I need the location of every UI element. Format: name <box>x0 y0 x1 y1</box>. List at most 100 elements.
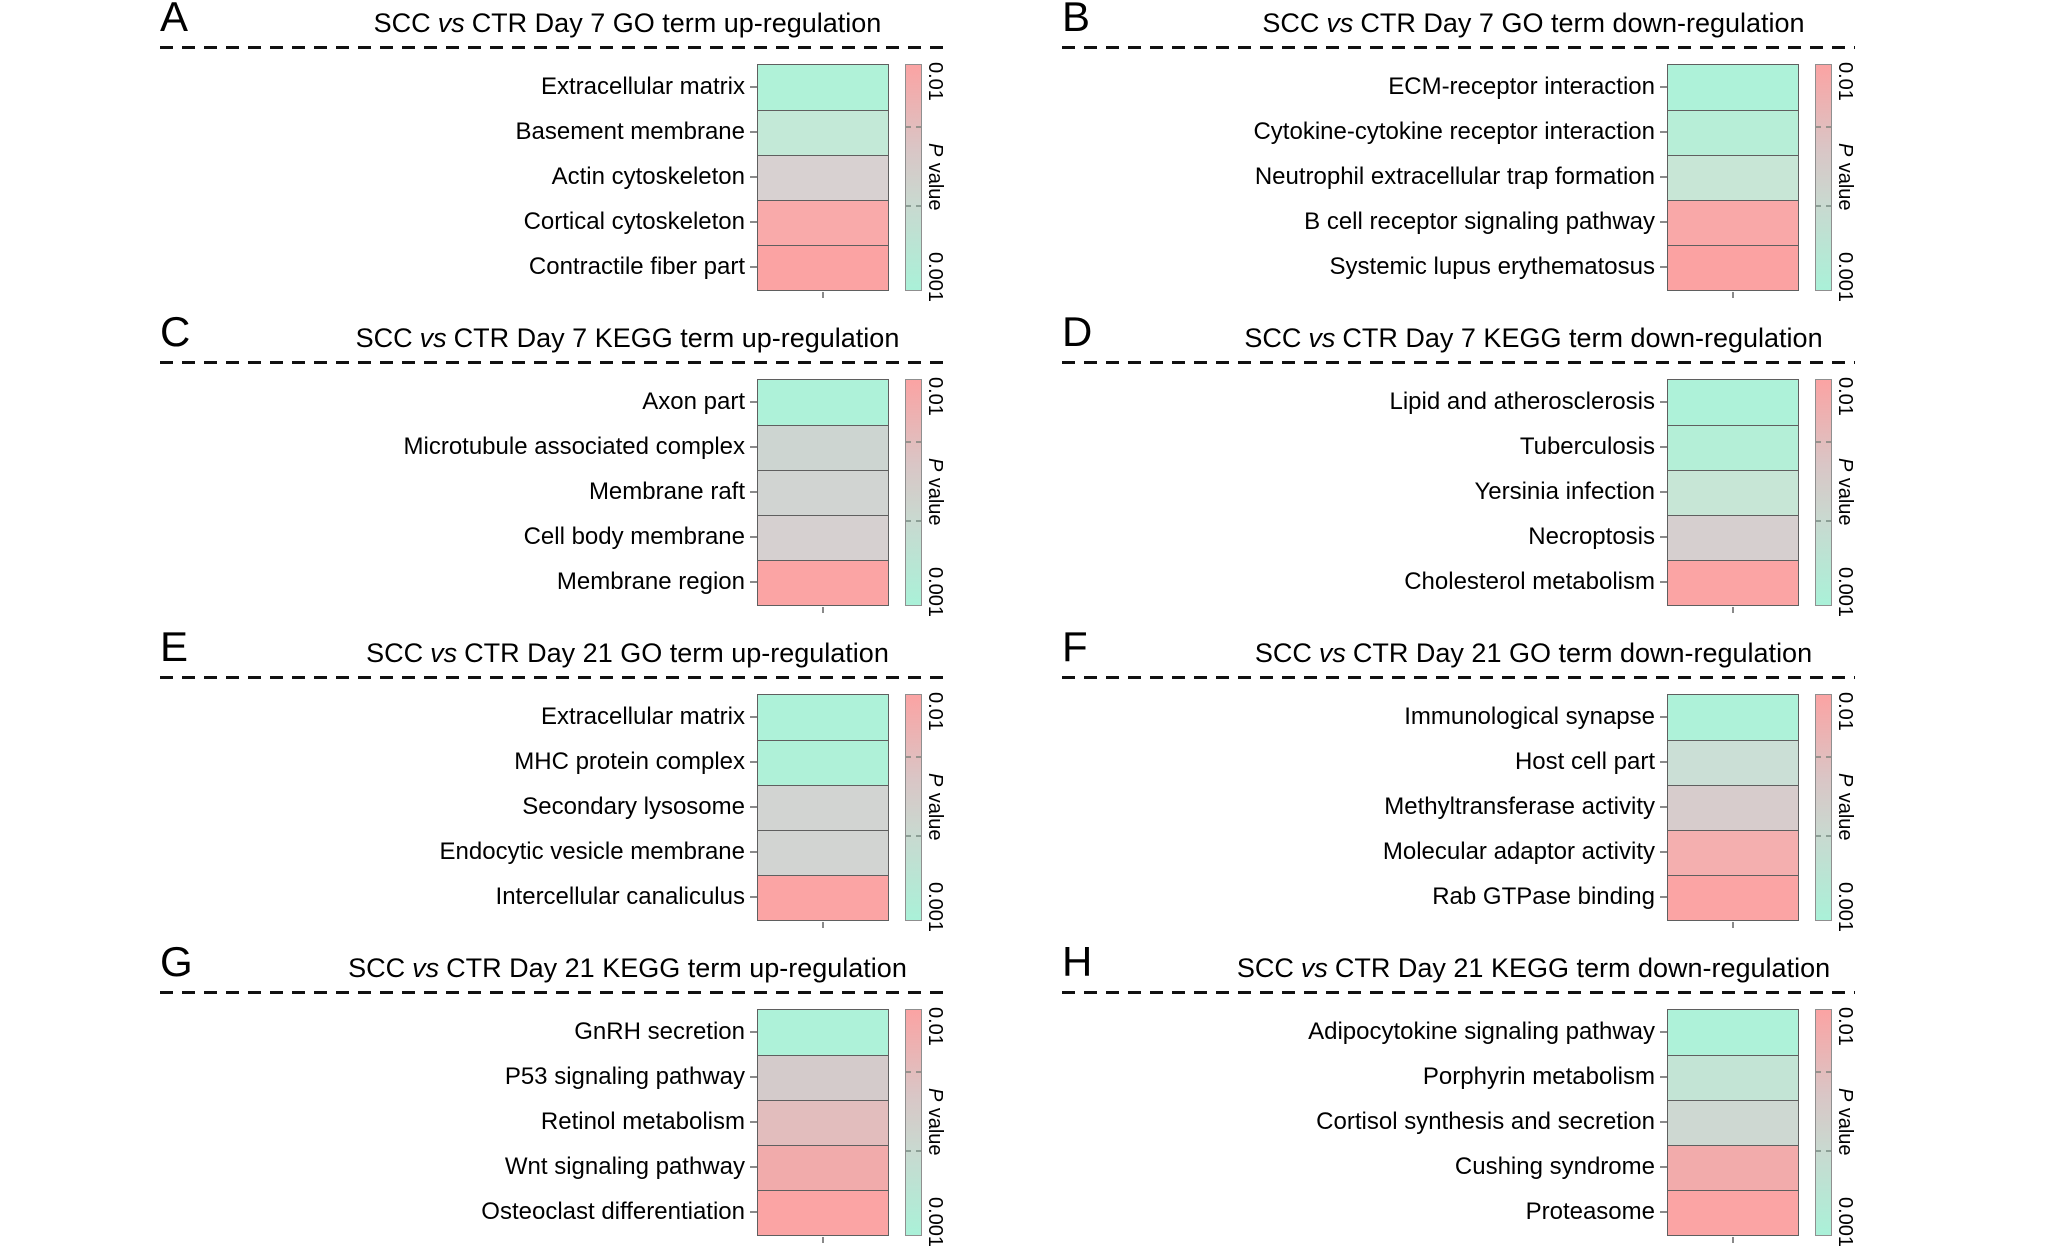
value-text: value <box>924 792 946 841</box>
heatmap-cell <box>758 560 888 605</box>
colorbar-labels: 0.01 Pvalue 0.001 <box>1834 1007 1856 1247</box>
colorbar-min-label: 0.001 <box>1834 881 1856 932</box>
title-vs-italic: vs <box>1326 8 1354 38</box>
term-row: Extracellular matrix <box>160 64 757 109</box>
term-label: Necroptosis <box>1528 522 1655 550</box>
p-italic: P <box>924 457 946 471</box>
term-label: Proteasome <box>1525 1197 1655 1225</box>
heatmap <box>1667 379 1799 606</box>
axis-tick <box>1660 805 1667 808</box>
colorbar: 0.01 Pvalue 0.001 <box>1815 692 1856 932</box>
term-label: Cortical cytoskeleton <box>523 207 745 235</box>
dashed-divider <box>1062 676 1855 679</box>
axis-tick <box>1660 895 1667 898</box>
colorbar: 0.01 Pvalue 0.001 <box>905 1007 946 1247</box>
heatmap-cell <box>1668 695 1798 740</box>
term-row: Membrane raft <box>160 469 757 514</box>
colorbar-gradient <box>905 694 922 921</box>
title-text: CTR Day 7 GO term up-regulation <box>471 8 882 38</box>
term-row: Cell body membrane <box>160 514 757 559</box>
panel-F: F SCC vs CTR Day 21 GO term down-regulatio… <box>1062 626 1856 932</box>
axis-tick <box>1660 850 1667 853</box>
panel-body: Extracellular matrix MHC protein complex… <box>160 692 946 932</box>
term-row: Tuberculosis <box>1062 424 1667 469</box>
value-text: value <box>1834 1107 1856 1156</box>
p-italic: P <box>1834 142 1856 156</box>
axis-tick <box>750 400 757 403</box>
title-text: CTR Day 21 GO term up-regulation <box>464 638 889 668</box>
term-row: Methyltransferase activity <box>1062 784 1667 829</box>
colorbar-tick <box>916 519 921 522</box>
colorbar-labels: 0.01 Pvalue 0.001 <box>1834 62 1856 302</box>
term-row: Proteasome <box>1062 1189 1667 1234</box>
heatmap-cell <box>1668 1100 1798 1145</box>
axis-tick <box>750 535 757 538</box>
colorbar-tick <box>916 755 921 758</box>
colorbar: 0.01 Pvalue 0.001 <box>905 377 946 617</box>
term-label: Lipid and atherosclerosis <box>1389 387 1656 415</box>
term-labels: Extracellular matrix MHC protein complex… <box>160 694 757 919</box>
colorbar-tick <box>906 755 911 758</box>
colorbar: 0.01 Pvalue 0.001 <box>1815 62 1856 302</box>
term-label: Endocytic vesicle membrane <box>439 837 745 865</box>
colorbar-max-label: 0.01 <box>924 62 946 101</box>
panel-body: GnRH secretion P53 signaling pathway Ret… <box>160 1007 946 1247</box>
panel-E: E SCC vs CTR Day 21 GO term up-regulation … <box>160 626 946 932</box>
title-text: SCC <box>348 953 406 983</box>
colorbar-max-label: 0.01 <box>1834 377 1856 416</box>
term-labels: GnRH secretion P53 signaling pathway Ret… <box>160 1009 757 1234</box>
axis-tick <box>750 580 757 583</box>
colorbar-max-label: 0.01 <box>924 692 946 731</box>
heatmap-cell <box>1668 830 1798 875</box>
axis-tick <box>1660 265 1667 268</box>
axis-tick <box>750 850 757 853</box>
term-row: Axon part <box>160 379 757 424</box>
heatmap-cell <box>758 1100 888 1145</box>
panel-body: Lipid and atherosclerosis Tuberculosis Y… <box>1062 377 1857 617</box>
axis-tick-bottom <box>1732 607 1734 613</box>
p-italic: P <box>924 142 946 156</box>
heatmap-wrap <box>1667 694 1799 928</box>
panel-H: H SCC vs CTR Day 21 KEGG term down-regulat… <box>1062 941 1856 1247</box>
term-label: Extracellular matrix <box>540 702 745 730</box>
heatmap-wrap <box>757 64 889 298</box>
heatmap-cell <box>1668 875 1798 920</box>
colorbar-title: Pvalue <box>1834 1088 1856 1156</box>
heatmap-cell <box>758 1055 888 1100</box>
axis-tick-bottom <box>822 1237 824 1243</box>
axis-tick <box>750 760 757 763</box>
heatmap-cell <box>758 65 888 110</box>
panel-header: F SCC vs CTR Day 21 GO term down-regulatio… <box>1062 626 1855 674</box>
colorbar-labels: 0.01 Pvalue 0.001 <box>924 692 946 932</box>
axis-tick <box>750 1120 757 1123</box>
term-row: Rab GTPase binding <box>1062 874 1667 919</box>
term-label: Contractile fiber part <box>528 252 745 280</box>
axis-tick <box>1660 175 1667 178</box>
panel-title: SCC vs CTR Day 21 KEGG term down-regulatio… <box>1062 947 1855 984</box>
term-label: Cushing syndrome <box>1454 1152 1655 1180</box>
title-text: SCC <box>355 323 413 353</box>
term-label: Neutrophil extracellular trap formation <box>1254 162 1655 190</box>
colorbar-tick <box>906 519 911 522</box>
axis-tick <box>1660 1075 1667 1078</box>
axis-tick <box>750 130 757 133</box>
colorbar-tick <box>1826 1070 1831 1073</box>
colorbar-labels: 0.01 Pvalue 0.001 <box>924 62 946 302</box>
colorbar-min-label: 0.001 <box>1834 1196 1856 1247</box>
axis-tick <box>1660 130 1667 133</box>
colorbar-min-label: 0.001 <box>1834 251 1856 302</box>
panel-header: H SCC vs CTR Day 21 KEGG term down-regulat… <box>1062 941 1855 989</box>
dashed-divider <box>1062 46 1855 49</box>
term-labels: Adipocytokine signaling pathway Porphyri… <box>1062 1009 1667 1234</box>
term-row: MHC protein complex <box>160 739 757 784</box>
term-label: Basement membrane <box>515 117 745 145</box>
heatmap-cell <box>758 425 888 470</box>
colorbar-tick <box>1826 755 1831 758</box>
panel-letter: G <box>160 938 193 985</box>
colorbar-tick <box>906 204 911 207</box>
term-label: Extracellular matrix <box>540 72 745 100</box>
heatmap-cell <box>758 155 888 200</box>
axis-tick-bottom <box>822 607 824 613</box>
term-row: Secondary lysosome <box>160 784 757 829</box>
heatmap-cell <box>758 875 888 920</box>
